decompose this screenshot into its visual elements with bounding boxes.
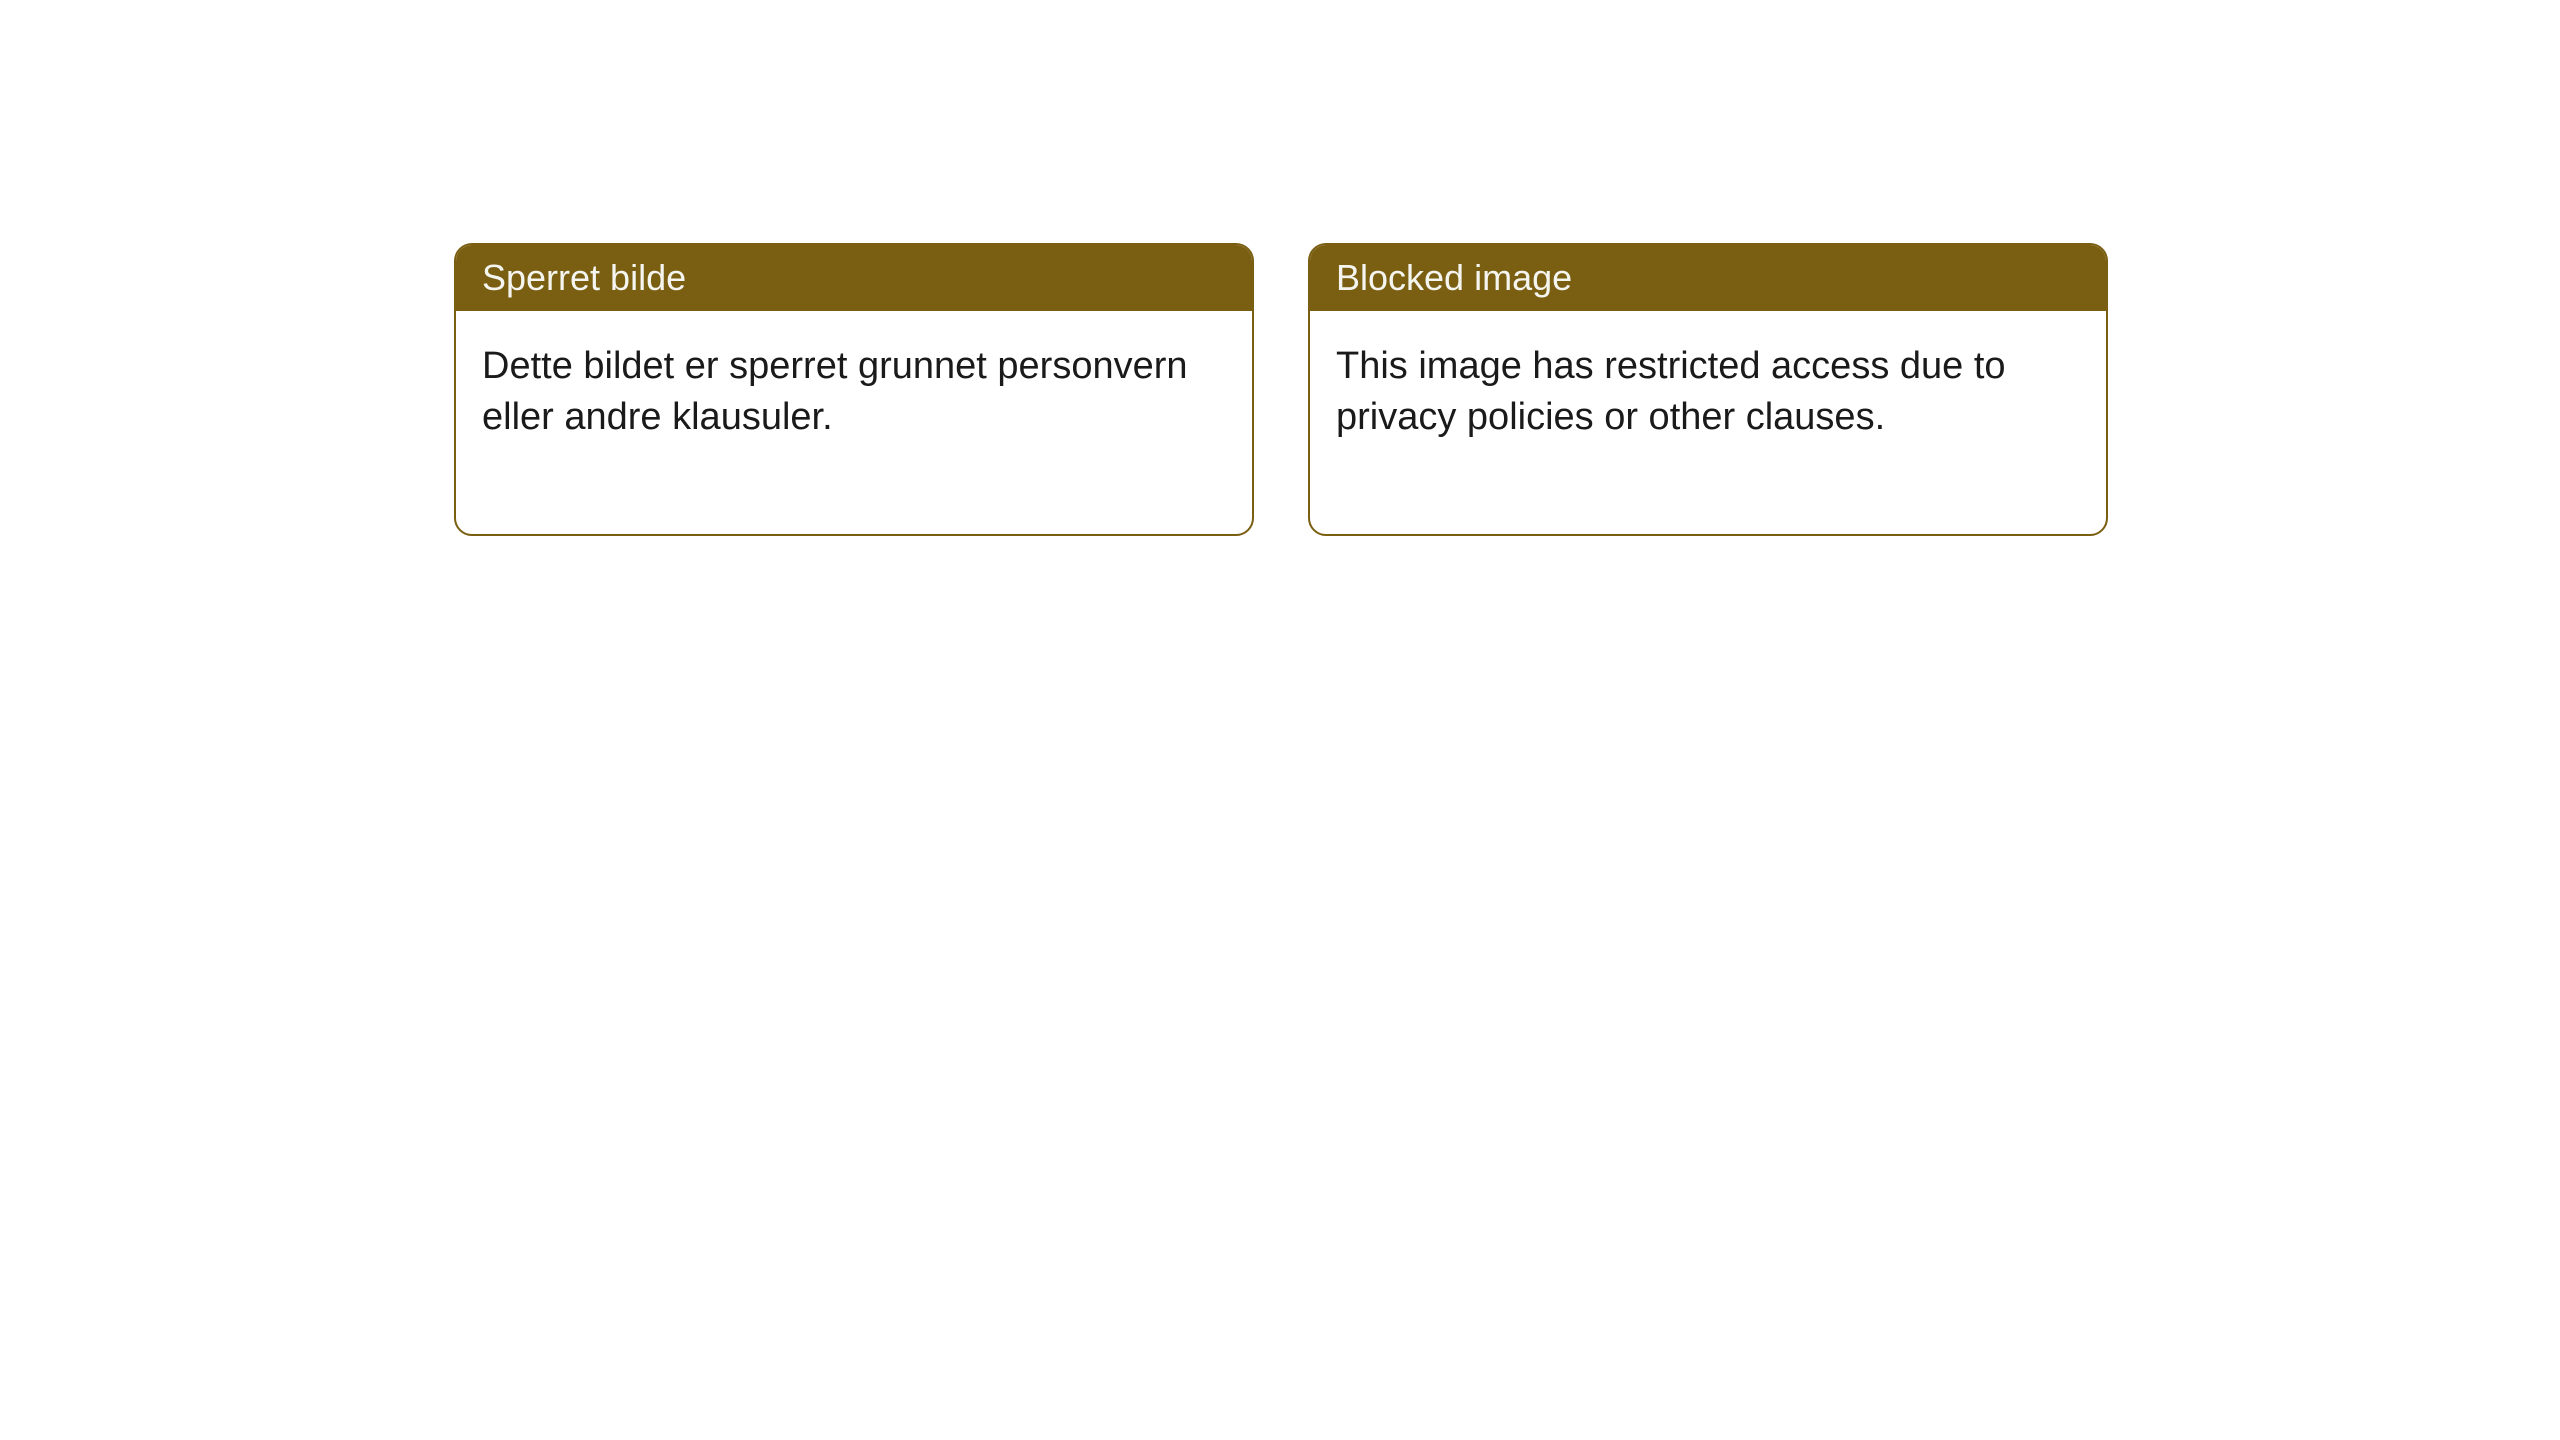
notice-card-title: Blocked image (1310, 245, 2106, 311)
notice-card-body: Dette bildet er sperret grunnet personve… (456, 311, 1252, 534)
notice-card-norwegian: Sperret bilde Dette bildet er sperret gr… (454, 243, 1254, 536)
notice-card-english: Blocked image This image has restricted … (1308, 243, 2108, 536)
notice-card-title: Sperret bilde (456, 245, 1252, 311)
notice-card-body: This image has restricted access due to … (1310, 311, 2106, 534)
notice-container: Sperret bilde Dette bildet er sperret gr… (0, 0, 2560, 536)
